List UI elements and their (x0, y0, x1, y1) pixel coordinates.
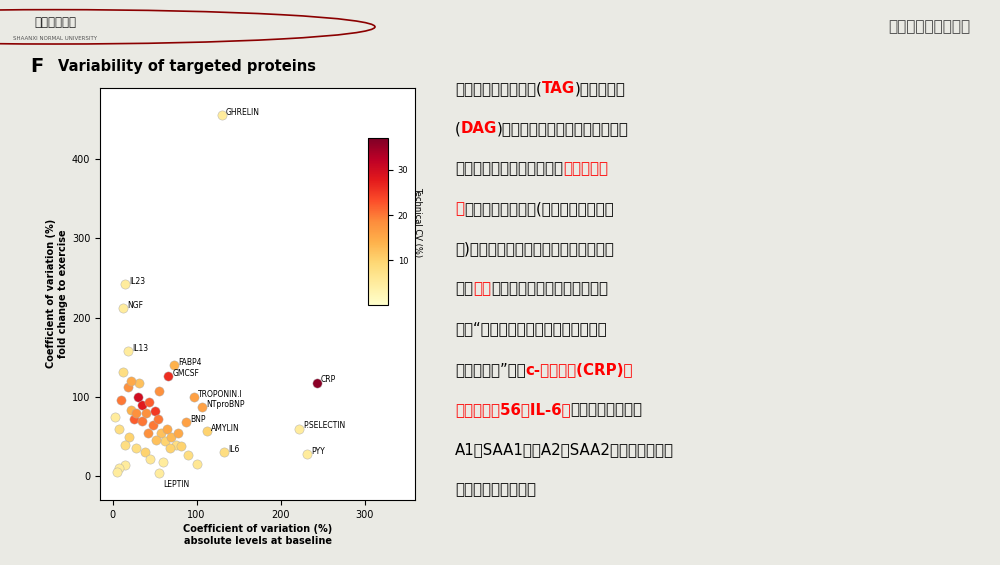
Point (142, 454, 158, 463)
Point (162, 444, 178, 453)
Text: TROPONIN.I: TROPONIN.I (198, 390, 243, 399)
Point (111, 464, 127, 473)
Text: 包括“先天免疫细胞和适应性免疫细胞: 包括“先天免疫细胞和适应性免疫细胞 (455, 321, 607, 337)
Text: 在脂类中，甘油三酯(: 在脂类中，甘油三酯( (455, 81, 542, 96)
Point (186, 392, 202, 401)
Point (145, 420, 161, 429)
Y-axis label: Technical CV (%): Technical CV (%) (413, 186, 422, 257)
Point (147, 407, 163, 416)
Point (126, 415, 142, 424)
Text: IL13: IL13 (132, 344, 148, 353)
Point (123, 405, 139, 414)
Text: 运动科学与科学运动: 运动科学与科学运动 (888, 19, 970, 34)
Text: TAG: TAG (542, 81, 575, 96)
Text: )的种类变化最多。同样，从环境: )的种类变化最多。同样，从环境 (497, 121, 629, 136)
Point (138, 408, 154, 418)
Text: P.SELECTIN: P.SELECTIN (303, 421, 345, 431)
Point (170, 428, 186, 437)
Point (180, 450, 196, 459)
X-axis label: Coefficient of variation (%)
absolute levels at baseline: Coefficient of variation (%) absolute le… (183, 524, 332, 546)
Point (117, 460, 133, 470)
Point (109, 468, 125, 477)
Text: CRP: CRP (321, 375, 336, 384)
Point (309, 378, 325, 387)
Point (173, 442, 189, 451)
Text: 是最易变的代谢物(如次生胆汁酸和吱: 是最易变的代谢物(如次生胆汁酸和吱 (464, 201, 614, 216)
Point (134, 401, 150, 410)
Text: SHAANXI NORMAL UNIVERSITY: SHAANXI NORMAL UNIVERSITY (13, 36, 97, 41)
Point (130, 392, 146, 401)
Point (178, 418, 194, 427)
Point (128, 408, 144, 418)
Point (163, 432, 179, 441)
Text: 之间的通信”等。: 之间的通信”等。 (455, 362, 526, 377)
Text: 外源性小分: 外源性小分 (563, 161, 608, 176)
Text: 和血清淠粉样蛋白: 和血清淠粉样蛋白 (571, 402, 643, 417)
Text: (: ( (455, 121, 461, 136)
Text: Variability of targeted proteins: Variability of targeted proteins (58, 59, 316, 74)
Point (121, 432, 137, 441)
Text: 中获得的或微生物组产生的: 中获得的或微生物组产生的 (455, 161, 563, 176)
Text: 炎症: 炎症 (473, 281, 491, 297)
Point (299, 450, 315, 459)
Text: 子: 子 (455, 201, 464, 216)
Point (120, 346, 136, 355)
Text: 咐)。使用可变转录本进行的富集分析发: 咐)。使用可变转录本进行的富集分析发 (455, 241, 614, 257)
Text: NGF: NGF (127, 301, 143, 310)
Point (148, 435, 164, 444)
Point (216, 448, 232, 457)
Point (159, 424, 175, 433)
Text: 陕西师范大学: 陕西师范大学 (34, 16, 76, 29)
Point (140, 428, 156, 437)
Point (151, 386, 167, 395)
Point (107, 412, 123, 421)
Point (157, 437, 173, 446)
Text: A1（SAA1）和A2（SAA2）的变异性进一: A1（SAA1）和A2（SAA2）的变异性进一 (455, 442, 674, 457)
Point (214, 111, 230, 120)
Text: IL23: IL23 (129, 277, 145, 286)
Point (141, 397, 157, 406)
Point (168, 440, 184, 449)
Point (153, 428, 169, 437)
Text: AMYLIN: AMYLIN (211, 424, 240, 433)
Point (194, 403, 210, 412)
Point (137, 448, 153, 457)
Point (128, 443, 144, 452)
Text: FABP4: FABP4 (178, 358, 202, 367)
Point (151, 468, 167, 477)
Point (134, 416, 150, 425)
Text: c-反应蛋白(CRP)、: c-反应蛋白(CRP)、 (526, 362, 633, 377)
Point (166, 360, 182, 370)
Point (155, 458, 171, 467)
Text: NTproBNP: NTproBNP (207, 400, 245, 409)
Point (115, 303, 131, 312)
Point (131, 378, 147, 387)
Point (120, 383, 136, 392)
Point (291, 424, 307, 433)
Text: 白细胞介素56（IL-6）: 白细胞介素56（IL-6） (455, 402, 571, 417)
Text: BNP: BNP (190, 415, 205, 424)
Text: )和二甘油酯: )和二甘油酯 (575, 81, 626, 96)
Text: 步支持了这一观点。: 步支持了这一观点。 (455, 482, 536, 497)
Text: PYY: PYY (312, 447, 325, 456)
Point (117, 440, 133, 449)
Point (113, 396, 129, 405)
Point (117, 280, 133, 289)
Point (199, 427, 215, 436)
Point (160, 372, 176, 381)
Text: F: F (30, 57, 43, 76)
Point (150, 415, 166, 424)
Point (123, 376, 139, 385)
Point (115, 367, 131, 376)
Text: IL6: IL6 (228, 445, 240, 454)
Text: LEPTIN: LEPTIN (163, 480, 189, 489)
Y-axis label: Coefficient of variation (%)
fold change to exercise: Coefficient of variation (%) fold change… (46, 219, 68, 368)
Text: 现，: 现， (455, 281, 473, 297)
Text: GMCSF: GMCSF (172, 369, 199, 378)
Point (189, 460, 205, 469)
Point (111, 424, 127, 433)
Text: DAG: DAG (461, 121, 497, 136)
Text: GHRELIN: GHRELIN (226, 108, 260, 117)
Text: 最易变的生物学过程，其通路: 最易变的生物学过程，其通路 (491, 281, 608, 297)
